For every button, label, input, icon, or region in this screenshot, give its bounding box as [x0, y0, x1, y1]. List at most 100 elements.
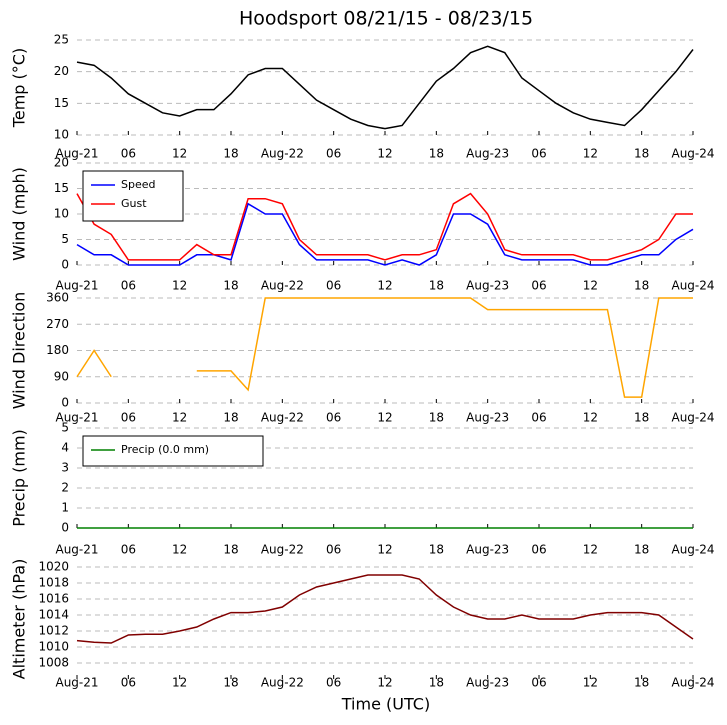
x-tick-label: Aug-24: [671, 279, 714, 293]
x-tick-label: Aug-21: [55, 147, 98, 161]
y-tick-label: 1018: [38, 576, 69, 590]
x-tick-label: 18: [429, 279, 444, 293]
x-tick-label: 18: [223, 147, 238, 161]
x-tick-label: 12: [377, 279, 392, 293]
x-tick-label: 12: [583, 411, 598, 425]
series-line: [76, 45, 694, 130]
x-tick-label: 12: [377, 147, 392, 161]
x-tick-label: Aug-23: [466, 279, 509, 293]
x-tick-label: 06: [531, 676, 546, 690]
x-tick-label: 18: [223, 279, 238, 293]
x-tick-label: 18: [429, 147, 444, 161]
x-tick-label: 12: [172, 147, 187, 161]
x-tick-label: 06: [326, 411, 341, 425]
series-line: [76, 574, 694, 644]
x-tick-label: 06: [326, 543, 341, 557]
x-tick-label: 06: [531, 279, 546, 293]
legend-label: Gust: [121, 197, 147, 210]
x-tick-label: Aug-23: [466, 543, 509, 557]
x-tick-label: 12: [583, 147, 598, 161]
x-tick-label: 18: [429, 411, 444, 425]
y-tick-label: 1012: [38, 624, 69, 638]
y-tick-label: 360: [46, 291, 69, 305]
y-tick-label: 1014: [38, 608, 69, 622]
x-tick-label: Aug-22: [261, 543, 304, 557]
x-tick-label: 18: [429, 543, 444, 557]
x-tick-label: Aug-24: [671, 411, 714, 425]
x-tick-label: 12: [377, 411, 392, 425]
y-tick-label: 180: [46, 343, 69, 357]
x-tick-label: Aug-21: [55, 279, 98, 293]
x-tick-label: 18: [634, 411, 649, 425]
y-tick-label: 1008: [38, 656, 69, 670]
y-tick-label: 15: [54, 181, 69, 195]
x-tick-label: Aug-23: [466, 676, 509, 690]
legend-label: Precip (0.0 mm): [121, 443, 209, 456]
y-tick-label: 1020: [38, 560, 69, 574]
y-tick-label: 270: [46, 317, 69, 331]
y-tick-label: 10: [54, 128, 69, 142]
x-tick-label: 06: [121, 543, 136, 557]
series-line: [76, 202, 694, 266]
y-tick-label: 90: [54, 369, 69, 383]
y-tick-label: 1: [61, 501, 69, 515]
y-tick-label: 4: [61, 441, 69, 455]
x-tick-label: Aug-21: [55, 676, 98, 690]
series-line: [76, 192, 693, 261]
x-tick-label: 06: [326, 147, 341, 161]
x-tick-label: Aug-24: [671, 676, 714, 690]
x-tick-label: 18: [634, 279, 649, 293]
x-tick-label: 12: [172, 279, 187, 293]
y-axis-label: Altimeter (hPa): [10, 559, 29, 680]
y-tick-label: 0: [61, 258, 69, 272]
y-axis-label: Precip (mm): [10, 429, 29, 527]
y-tick-label: 20: [54, 156, 69, 170]
y-tick-label: 20: [54, 64, 69, 78]
x-tick-label: 12: [172, 411, 187, 425]
x-tick-label: Aug-21: [55, 411, 98, 425]
x-tick-label: 06: [531, 543, 546, 557]
y-tick-label: 1010: [38, 640, 69, 654]
x-tick-label: 18: [634, 676, 649, 690]
x-tick-label: 18: [223, 543, 238, 557]
x-tick-label: Aug-22: [261, 676, 304, 690]
x-tick-label: 18: [223, 676, 238, 690]
x-tick-label: 12: [583, 279, 598, 293]
y-tick-label: 3: [61, 461, 69, 475]
y-tick-label: 5: [61, 421, 69, 435]
y-tick-label: 15: [54, 96, 69, 110]
x-tick-label: Aug-23: [466, 411, 509, 425]
y-tick-label: 10: [54, 207, 69, 221]
y-axis-label: Wind Direction: [10, 292, 29, 410]
x-tick-label: 12: [377, 543, 392, 557]
legend-box: [82, 435, 264, 467]
x-tick-label: 06: [121, 411, 136, 425]
legend-box: [82, 170, 184, 222]
x-tick-label: 06: [531, 147, 546, 161]
y-axis-label: Temp (°C): [10, 48, 29, 128]
x-tick-label: 12: [583, 676, 598, 690]
x-tick-label: 06: [121, 147, 136, 161]
legend-label: Speed: [121, 178, 155, 191]
x-axis-label: Time (UTC): [341, 695, 430, 714]
x-tick-label: 06: [326, 676, 341, 690]
series-line: [76, 297, 693, 398]
x-tick-label: 18: [634, 147, 649, 161]
x-tick-label: Aug-22: [261, 279, 304, 293]
x-tick-label: Aug-22: [261, 411, 304, 425]
x-tick-label: 12: [172, 543, 187, 557]
y-tick-label: 1016: [38, 592, 69, 606]
y-tick-label: 2: [61, 481, 69, 495]
x-tick-label: 18: [634, 543, 649, 557]
y-tick-label: 5: [61, 232, 69, 246]
y-tick-label: 0: [61, 521, 69, 535]
x-tick-label: 06: [121, 279, 136, 293]
x-tick-label: 12: [377, 676, 392, 690]
y-tick-label: 0: [61, 396, 69, 410]
y-axis-label: Wind (mph): [10, 167, 29, 261]
y-tick-label: 25: [54, 33, 69, 47]
x-tick-label: Aug-24: [671, 147, 714, 161]
x-tick-label: 12: [172, 676, 187, 690]
x-tick-label: Aug-24: [671, 543, 714, 557]
